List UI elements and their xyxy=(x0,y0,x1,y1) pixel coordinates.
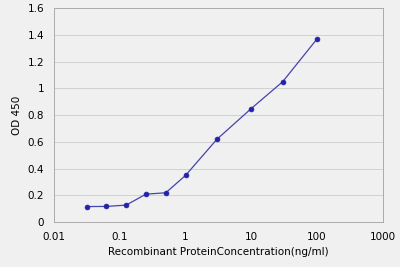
X-axis label: Recombinant ProteinConcentration(ng/ml): Recombinant ProteinConcentration(ng/ml) xyxy=(108,248,329,257)
Y-axis label: OD 450: OD 450 xyxy=(12,96,22,135)
